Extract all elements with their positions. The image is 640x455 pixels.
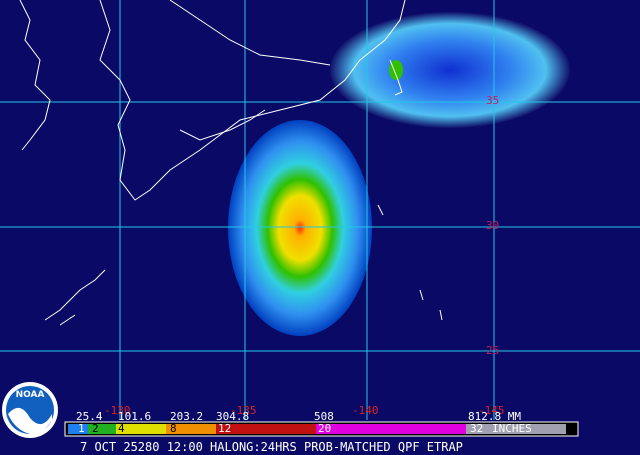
lat-label: 35 [486,94,499,107]
legend-mm-label: 101.6 [118,410,151,423]
coastlines [19,0,443,326]
lon-label: -140 [352,404,379,417]
legend-mm-label: 812.8 MM [468,410,521,423]
legend-inch-label: 32 [470,422,483,435]
legend-inch-label: INCHES [492,422,532,435]
legend-inch-label: 1 [78,422,85,435]
legend-inch-label: 20 [318,422,331,435]
legend-inch-label: 8 [170,422,177,435]
legend-mm-label: 203.2 [170,410,203,423]
lat-lon-grid [0,0,640,420]
lon-label: -145 [478,404,505,417]
caption: 7 OCT 25280 12:00 HALONG:24HRS PROB-MATC… [80,440,463,454]
legend-mm-label: 25.4 [76,410,103,423]
caption-bar [0,440,640,455]
legend-mm-label: 304.8 [216,410,249,423]
legend-inch-label: 2 [92,422,99,435]
legend-inch-label: 12 [218,422,231,435]
precip-north [330,12,570,128]
precip-south [228,120,372,336]
logo-text: NOAA [16,390,45,400]
lat-label: 30 [486,219,499,232]
lon-label: -130 [104,404,131,417]
legend-inch-label: 4 [118,422,125,435]
noaa-logo: NOAA [2,382,58,438]
legend-mm-label: 508 [314,410,334,423]
lon-label: -135 [230,404,257,417]
color-legend [64,421,579,437]
lat-label: 25 [486,344,499,357]
